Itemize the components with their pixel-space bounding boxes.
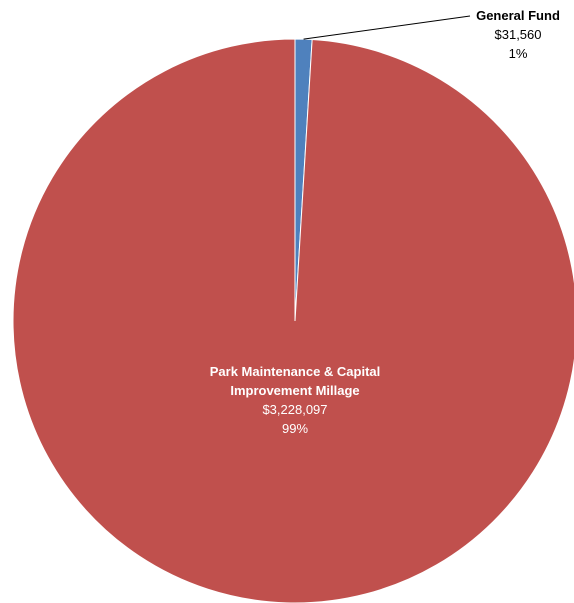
data-label-general-fund-value: $31,560	[495, 27, 542, 42]
data-label-park-maintenance-name-2: Improvement Millage	[230, 383, 359, 398]
pie-slice-park-maintenance-capital-improvement-millage	[12, 38, 574, 603]
leader-line-general-fund	[303, 15, 471, 40]
data-label-park-maintenance-name-1: Park Maintenance & Capital	[210, 364, 381, 379]
data-label-general-fund-percent: 1%	[509, 46, 528, 61]
data-label-park-maintenance-percent: 99%	[282, 421, 308, 436]
data-labels: Park Maintenance & Capital Improvement Mi…	[210, 8, 560, 436]
slices	[12, 38, 574, 603]
data-label-general-fund-name-1: General Fund	[476, 8, 560, 23]
data-label-park-maintenance-value: $3,228,097	[262, 402, 327, 417]
